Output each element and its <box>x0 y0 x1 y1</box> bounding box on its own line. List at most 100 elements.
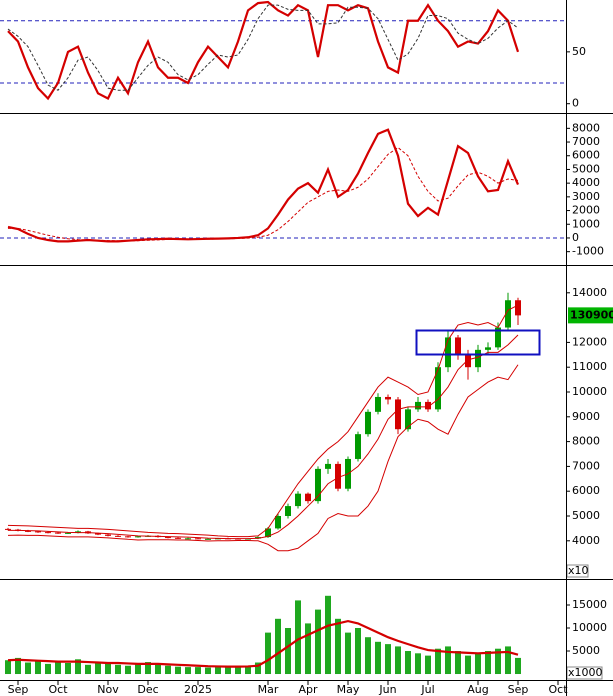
candle-body <box>405 409 411 430</box>
volume-bar <box>165 665 171 675</box>
x-tick-label: Sep <box>8 683 29 696</box>
candle-body <box>425 401 431 410</box>
axes: 050-100001000200030004000500060007000800… <box>8 45 613 696</box>
volume-bar <box>495 648 501 675</box>
candle-body <box>65 532 71 534</box>
y-tick-label: 14000 <box>572 286 607 299</box>
volume-bar <box>515 657 521 675</box>
volume-bar <box>15 657 21 675</box>
y-tick-label: 0 <box>572 231 579 244</box>
y-tick-label: -1000 <box>572 245 604 258</box>
line-series <box>8 146 519 242</box>
volume-bar <box>445 646 451 675</box>
volume-bar <box>465 655 471 675</box>
candle-body <box>415 401 421 410</box>
volume-bar <box>105 662 111 675</box>
candle-body <box>35 531 41 533</box>
volume-bar <box>425 655 431 675</box>
volume-bar <box>285 628 291 675</box>
last-price-box <box>568 307 613 324</box>
y-tick-label: 3000 <box>572 190 600 203</box>
candle-body <box>205 538 211 540</box>
candle-body <box>465 354 471 368</box>
volume-bar <box>85 664 91 675</box>
candle-body <box>385 396 391 400</box>
candle-body <box>295 493 301 507</box>
volume-bar <box>195 667 201 675</box>
volume-bar <box>45 663 51 675</box>
volume-bar <box>185 667 191 675</box>
candle-body <box>355 434 361 459</box>
candle-body <box>325 463 331 469</box>
candle-body <box>55 532 61 534</box>
volume-bar <box>345 632 351 675</box>
line-series <box>7 4 519 91</box>
volume-bar <box>385 644 391 675</box>
multiplier-label: x10 <box>568 564 589 577</box>
x-tick-label: Nov <box>97 683 119 696</box>
volume-bar <box>125 665 131 675</box>
y-tick-label: 10000 <box>572 385 607 398</box>
candle-body <box>195 538 201 540</box>
volume-bar <box>205 667 211 675</box>
volume-bar <box>375 641 381 675</box>
volume-bar <box>245 665 251 675</box>
candle-body <box>495 327 501 348</box>
candle-body <box>475 349 481 368</box>
candle-body <box>515 300 521 316</box>
volume-bar <box>325 595 331 675</box>
y-tick-label: 5000 <box>572 162 600 175</box>
candle-body <box>45 532 51 534</box>
volume-bar <box>355 628 361 675</box>
candle-body <box>375 396 381 412</box>
candle-body <box>135 536 141 538</box>
y-tick-label: 11000 <box>572 360 607 373</box>
y-tick-label: 1000 <box>572 217 600 230</box>
volume-bar <box>145 662 151 675</box>
y-tick-label: 6000 <box>572 149 600 162</box>
y-tick-label: 6000 <box>572 484 600 497</box>
volume-bar <box>415 653 421 675</box>
candle-body <box>505 300 511 328</box>
volume-bar <box>215 667 221 675</box>
volume-bar <box>395 646 401 675</box>
volume-bar <box>435 648 441 675</box>
candle-body <box>275 516 281 529</box>
volume-bar <box>65 662 71 675</box>
line-series <box>8 334 519 540</box>
candle-body <box>175 537 181 539</box>
x-tick-label: Apr <box>298 683 318 696</box>
volume-bar <box>225 666 231 675</box>
volume-bar <box>25 662 31 675</box>
candle-body <box>285 506 291 516</box>
x-tick-label: Dec <box>137 683 158 696</box>
candle-body <box>185 538 191 540</box>
volume-bar <box>485 651 491 675</box>
highlight-box <box>415 329 541 356</box>
candle-body <box>335 463 341 489</box>
candle-body <box>305 493 311 502</box>
x-tick-label: Oct <box>48 683 68 696</box>
candle-body <box>485 347 491 350</box>
candle-body <box>365 411 371 435</box>
volume-bar <box>5 660 11 675</box>
x-tick-label: Jul <box>420 683 434 696</box>
x-tick-label: Mar <box>258 683 279 696</box>
candle-body <box>125 536 131 538</box>
y-tick-label: 7000 <box>572 459 600 472</box>
volume-bar <box>95 663 101 675</box>
volume-bar <box>405 651 411 675</box>
volume-bar <box>475 653 481 675</box>
y-tick-label: 7000 <box>572 135 600 148</box>
candle-body <box>95 533 101 535</box>
candle-body <box>315 468 321 502</box>
y-tick-label: 4000 <box>572 176 600 189</box>
y-tick-label: 50 <box>572 45 586 58</box>
candle-body <box>115 535 121 537</box>
candle-body <box>395 399 401 430</box>
volume-bar <box>505 646 511 675</box>
line-series <box>7 364 519 552</box>
candle-body <box>455 337 461 355</box>
y-tick-label: 15000 <box>572 598 607 611</box>
